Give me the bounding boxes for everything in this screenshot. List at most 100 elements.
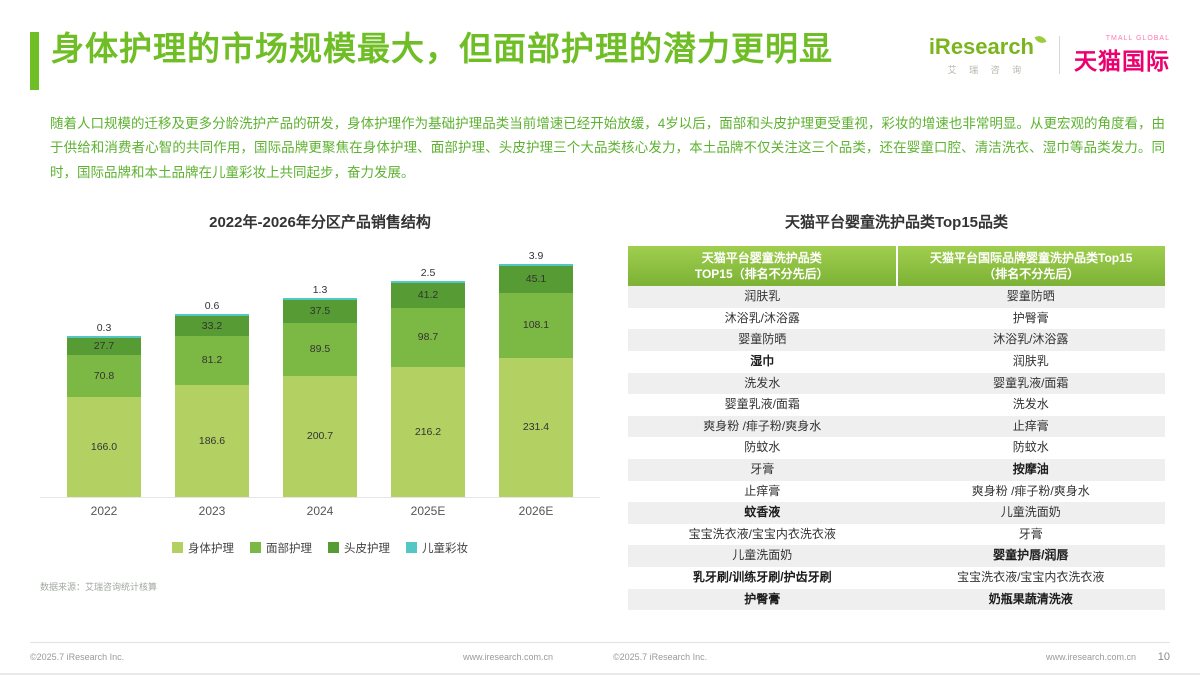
iresearch-chinese-name: 艾 瑞 咨 询 bbox=[947, 65, 1027, 75]
tmall-global-english: TMALL GLOBAL bbox=[1105, 34, 1170, 42]
legend-item: 面部护理 bbox=[250, 540, 312, 556]
table-cell: 牙膏 bbox=[750, 462, 775, 477]
table-cell: 爽身粉 /痱子粉/爽身水 bbox=[703, 418, 822, 433]
bar-value-label: 37.5 bbox=[309, 305, 331, 318]
table-cell: 按摩油 bbox=[1012, 462, 1049, 477]
bar-column: 1.3 37.5 89.5 200.7 bbox=[283, 284, 357, 497]
bar-segment-儿童彩妆 bbox=[283, 298, 357, 301]
iresearch-logo: iResearch 艾 瑞 咨 询 bbox=[928, 33, 1047, 76]
chart-plot: 0.3 27.7 70.8 166.0 0.6 33.2 81.2 186.6 1.3 37.5 8… bbox=[40, 246, 600, 498]
table-row: 婴童防晒 沐浴乳/沐浴露 bbox=[628, 329, 1165, 352]
bar-segment-头皮护理: 45.1 bbox=[499, 266, 573, 294]
bar-value-label: 200.7 bbox=[306, 430, 334, 443]
table-section: 天猫平台婴童洗护品类Top15品类 天猫平台婴童洗护品类 TOP15（排名不分先后… bbox=[628, 211, 1165, 611]
chart-section: 2022年-2026年分区产品销售结构 0.3 27.7 70.8 166.0 0.6 3… bbox=[40, 211, 600, 610]
table-header-cell: 天猫平台国际品牌婴童洗护品类Top15 （排名不分先后） bbox=[895, 245, 1165, 287]
legend-label: 面部护理 bbox=[266, 542, 312, 555]
tmall-global-name: 天猫国际 bbox=[1074, 47, 1170, 74]
legend-swatch bbox=[406, 542, 417, 554]
table-cell: 婴童护唇/润唇 bbox=[993, 548, 1069, 563]
footer-copyright-left: ©2025.7 iResearch Inc. bbox=[30, 652, 125, 662]
table-row: 乳牙刷/训练牙刷/护齿牙刷 宝宝洗衣液/宝宝内衣洗衣液 bbox=[628, 566, 1165, 589]
slide-header: 身体护理的市场规模最大，但面部护理的潜力更明显 iResearch 艾 瑞 咨 … bbox=[0, 0, 1200, 90]
legend-swatch bbox=[250, 542, 261, 554]
category-label: 2022 bbox=[90, 503, 118, 518]
bar-value-label: 41.2 bbox=[417, 289, 439, 302]
bar-stack: 45.1 108.1 231.4 bbox=[499, 263, 573, 497]
bar-top-label: 0.6 bbox=[204, 300, 220, 313]
table-row: 防蚊水 防蚊水 bbox=[628, 437, 1165, 460]
table-cell: 奶瓶果蔬清洗液 bbox=[988, 591, 1073, 606]
table-row: 蚊香液 儿童洗面奶 bbox=[628, 502, 1165, 524]
table-cell: 防蚊水 bbox=[744, 440, 781, 455]
table-cell: 润肤乳 bbox=[1012, 354, 1049, 369]
bar-value-label: 81.2 bbox=[201, 354, 223, 367]
chart-categories: 2022 2023 2024 2025E 2026E bbox=[40, 504, 600, 518]
bar-value-label: 27.7 bbox=[93, 340, 115, 353]
bar-value-label: 166.0 bbox=[90, 440, 118, 453]
table-cell: 沐浴乳/沐浴露 bbox=[993, 332, 1069, 347]
leaf-icon bbox=[1034, 33, 1047, 46]
bar-segment-身体护理: 200.7 bbox=[283, 376, 357, 497]
bar-top-label: 3.9 bbox=[528, 249, 544, 262]
table-head: 天猫平台婴童洗护品类 TOP15（排名不分先后） 天猫平台国际品牌婴童洗护品类Top… bbox=[628, 245, 1165, 287]
main-content: 2022年-2026年分区产品销售结构 0.3 27.7 70.8 166.0 0.6 3… bbox=[40, 211, 1165, 611]
bar-column: 2.5 41.2 98.7 216.2 bbox=[391, 267, 465, 497]
table-cell: 湿巾 bbox=[750, 354, 775, 369]
category-table: 天猫平台婴童洗护品类 TOP15（排名不分先后） 天猫平台国际品牌婴童洗护品类Top… bbox=[628, 245, 1165, 611]
logo-group: iResearch 艾 瑞 咨 询 TMALL GLOBAL 天猫国际 bbox=[929, 30, 1170, 76]
table-row: 宝宝洗衣液/宝宝内衣洗衣液 牙膏 bbox=[628, 523, 1165, 546]
table-cell: 乳牙刷/训练牙刷/护齿牙刷 bbox=[692, 569, 832, 584]
bar-segment-儿童彩妆 bbox=[175, 314, 249, 317]
bar-segment-身体护理: 216.2 bbox=[391, 367, 465, 497]
table-body: 润肤乳 婴童防晒 沐浴乳/沐浴露 护臀膏 婴童防晒 沐浴乳/沐浴露 湿巾 润肤乳 洗发水 婴童乳液… bbox=[628, 286, 1165, 611]
page-number: 10 bbox=[1157, 651, 1170, 663]
bar-segment-儿童彩妆 bbox=[391, 281, 465, 284]
slide-footer: ©2025.7 iResearch Inc. www.iresearch.com… bbox=[30, 642, 1170, 663]
table-row: 婴童乳液/面霜 洗发水 bbox=[628, 394, 1165, 416]
bar-segment-头皮护理: 37.5 bbox=[283, 300, 357, 323]
bar-stack: 37.5 89.5 200.7 bbox=[283, 298, 357, 497]
bar-segment-身体护理: 231.4 bbox=[499, 358, 573, 497]
table-row: 护臀膏 奶瓶果蔬清洗液 bbox=[628, 588, 1165, 611]
footer-left-half: ©2025.7 iResearch Inc. www.iresearch.com… bbox=[30, 652, 553, 662]
table-header-row: 天猫平台婴童洗护品类 TOP15（排名不分先后） 天猫平台国际品牌婴童洗护品类Top… bbox=[628, 245, 1165, 287]
footer-url-right: www.iresearch.com.cn bbox=[1045, 652, 1136, 662]
bar-segment-面部护理: 108.1 bbox=[499, 293, 573, 359]
tmall-global-logo: TMALL GLOBAL 天猫国际 bbox=[1074, 35, 1170, 76]
table-cell: 止痒膏 bbox=[1012, 418, 1049, 433]
table-row: 爽身粉 /痱子粉/爽身水 止痒膏 bbox=[628, 415, 1165, 438]
table-row: 洗发水 婴童乳液/面霜 bbox=[628, 372, 1165, 395]
bar-value-label: 33.2 bbox=[201, 320, 223, 333]
iresearch-name: iResearch bbox=[928, 34, 1034, 59]
table-cell: 润肤乳 bbox=[744, 289, 781, 304]
table-cell: 爽身粉 /痱子粉/爽身水 bbox=[971, 483, 1090, 498]
bar-segment-面部护理: 70.8 bbox=[67, 354, 141, 398]
table-cell: 婴童防晒 bbox=[1006, 289, 1055, 304]
footer-url-left: www.iresearch.com.cn bbox=[462, 652, 553, 662]
iresearch-wordmark: iResearch bbox=[928, 33, 1047, 60]
title-accent-bar bbox=[30, 32, 39, 90]
table-cell: 牙膏 bbox=[1018, 526, 1043, 541]
table-cell: 蚊香液 bbox=[744, 505, 781, 520]
category-label: 2024 bbox=[306, 503, 334, 518]
bar-segment-面部护理: 89.5 bbox=[283, 322, 357, 377]
legend-swatch bbox=[172, 542, 183, 554]
body-paragraph: 随着人口规模的迁移及更多分龄洗护产品的研发，身体护理作为基础护理品类当前增速已经… bbox=[50, 116, 1165, 180]
table-cell: 婴童乳液/面霜 bbox=[993, 375, 1069, 390]
legend-label: 头皮护理 bbox=[344, 542, 390, 555]
bar-segment-面部护理: 81.2 bbox=[175, 336, 249, 385]
table-cell: 洗发水 bbox=[744, 375, 781, 390]
page-title: 身体护理的市场规模最大，但面部护理的潜力更明显 bbox=[51, 30, 833, 67]
bar-column: 0.3 27.7 70.8 166.0 bbox=[67, 322, 141, 497]
table-cell: 护臀膏 bbox=[744, 591, 781, 606]
bar-top-label: 1.3 bbox=[312, 284, 328, 297]
chart-title: 2022年-2026年分区产品销售结构 bbox=[209, 213, 431, 231]
bar-segment-身体护理: 186.6 bbox=[175, 384, 249, 497]
table-cell: 洗发水 bbox=[1012, 397, 1049, 412]
table-cell: 宝宝洗衣液/宝宝内衣洗衣液 bbox=[957, 569, 1105, 584]
bar-segment-头皮护理: 41.2 bbox=[391, 283, 465, 308]
title-wrap: 身体护理的市场规模最大，但面部护理的潜力更明显 bbox=[30, 30, 833, 90]
table-cell: 护臀膏 bbox=[1012, 310, 1049, 325]
